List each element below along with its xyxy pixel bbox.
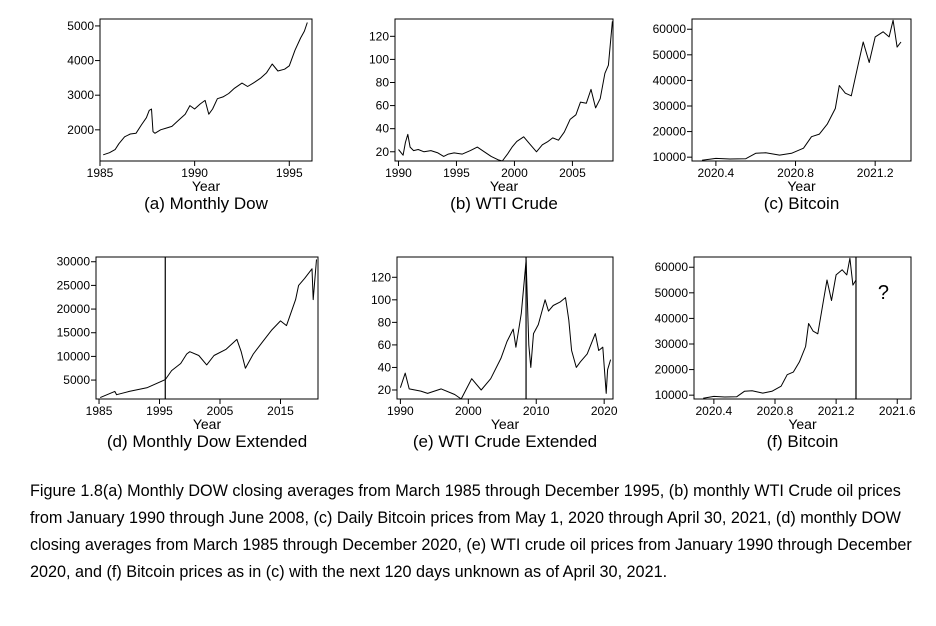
- series-line: [100, 259, 317, 399]
- panel-title: (b) WTI Crude: [450, 194, 558, 213]
- plot-frame: [394, 18, 614, 162]
- panel-title: (f) Bitcoin: [767, 432, 839, 451]
- y-tick-label: 40000: [653, 73, 687, 87]
- y-tick-label: 10000: [57, 349, 91, 363]
- y-tick-label: 60: [378, 338, 392, 352]
- plot-frame: [693, 256, 912, 400]
- y-tick-label: 10000: [653, 150, 687, 164]
- x-tick-label: 2000: [501, 166, 528, 180]
- x-tick-label: 1985: [86, 404, 113, 418]
- x-tick-label: 2021.2: [818, 404, 855, 418]
- series-line: [399, 259, 612, 400]
- x-tick-label: 1995: [276, 166, 303, 180]
- x-tick-label: 2020.4: [698, 166, 735, 180]
- y-tick-label: 60000: [655, 260, 689, 274]
- x-axis-title: Year: [787, 178, 816, 194]
- y-tick-label: 20000: [57, 302, 91, 316]
- y-tick-label: 3000: [67, 88, 94, 102]
- panel-title: (a) Monthly Dow: [144, 194, 268, 213]
- y-tick-label: 30000: [655, 337, 689, 351]
- y-tick-label: 100: [371, 293, 391, 307]
- x-tick-label: 2020.8: [757, 404, 794, 418]
- figure-caption: Figure 1.8(a) Monthly DOW closing averag…: [30, 482, 912, 581]
- x-axis-title: Year: [788, 416, 817, 432]
- y-tick-label: 2000: [67, 123, 94, 137]
- y-tick-label: 50000: [653, 48, 687, 62]
- y-tick-label: 20000: [655, 363, 689, 377]
- plot-frame: [95, 256, 319, 400]
- panel-title: (d) Monthly Dow Extended: [107, 432, 307, 451]
- plot-frame: [99, 18, 313, 162]
- chart-panel-d: 1985 1995 2005 2015 5000 10000 15000 20000 25000…: [57, 255, 319, 451]
- series-line: [398, 21, 613, 162]
- y-tick-label: 40: [378, 360, 392, 374]
- y-tick-label: 80: [376, 75, 390, 89]
- plot-frame: [396, 256, 614, 400]
- chart-panel-b: 1990 1995 2000 2005 20 40 60 80 100 120 Year(b) WT…: [369, 18, 614, 213]
- x-axis-title: Year: [193, 416, 222, 432]
- y-tick-label: 4000: [67, 54, 94, 68]
- y-tick-label: 80: [378, 315, 392, 329]
- x-tick-label: 2000: [455, 404, 482, 418]
- y-tick-label: 10000: [655, 388, 689, 402]
- series-line: [701, 19, 902, 161]
- y-tick-label: 15000: [57, 326, 91, 340]
- x-tick-label: 1985: [87, 166, 114, 180]
- x-tick-label: 1990: [387, 404, 414, 418]
- series-line: [703, 257, 857, 399]
- y-tick-label: 20000: [653, 125, 687, 139]
- x-tick-label: 1995: [146, 404, 173, 418]
- x-tick-label: 2005: [559, 166, 586, 180]
- series-line: [103, 22, 308, 156]
- y-tick-label: 60000: [653, 22, 687, 36]
- x-tick-label: 2021.2: [857, 166, 894, 180]
- x-tick-label: 2020: [591, 404, 618, 418]
- x-tick-label: 1990: [385, 166, 412, 180]
- y-tick-label: 20: [378, 383, 392, 397]
- x-tick-label: 2010: [523, 404, 550, 418]
- x-axis-title: Year: [491, 416, 520, 432]
- y-tick-label: 5000: [63, 373, 90, 387]
- panel-title: (e) WTI Crude Extended: [413, 432, 597, 451]
- panel-title: (c) Bitcoin: [764, 194, 840, 213]
- y-tick-label: 40: [376, 122, 390, 136]
- y-tick-label: 40000: [655, 311, 689, 325]
- x-tick-label: 1990: [181, 166, 208, 180]
- plot-frame: [691, 18, 912, 162]
- chart-panel-a: 1985 1990 1995 2000 3000 4000 5000 Year(a) Mont…: [67, 18, 313, 213]
- x-tick-label: 2005: [207, 404, 234, 418]
- x-axis-title: Year: [490, 178, 519, 194]
- y-tick-label: 50000: [655, 286, 689, 300]
- y-tick-label: 120: [371, 270, 391, 284]
- x-tick-label: 2015: [267, 404, 294, 418]
- x-tick-label: 2020.8: [777, 166, 814, 180]
- y-tick-label: 30000: [653, 99, 687, 113]
- y-tick-label: 5000: [67, 19, 94, 33]
- unknown-future-annotation: ?: [878, 282, 889, 304]
- y-tick-label: 25000: [57, 278, 91, 292]
- x-tick-label: 1995: [443, 166, 470, 180]
- x-axis-title: Year: [192, 178, 221, 194]
- y-tick-label: 100: [369, 52, 389, 66]
- y-tick-label: 20: [376, 145, 390, 159]
- y-tick-label: 30000: [57, 255, 91, 269]
- y-tick-label: 60: [376, 99, 390, 113]
- chart-panel-c: 2020.4 2020.8 2021.2 10000 20000 30000 40000 50…: [653, 18, 912, 213]
- y-tick-label: 120: [369, 29, 389, 43]
- x-tick-label: 2020.4: [696, 404, 733, 418]
- x-tick-label: 2021.6: [879, 404, 916, 418]
- chart-panel-f: 2020.4 2020.8 2021.2 2021.6 10000 20000 30000 4…: [655, 256, 916, 451]
